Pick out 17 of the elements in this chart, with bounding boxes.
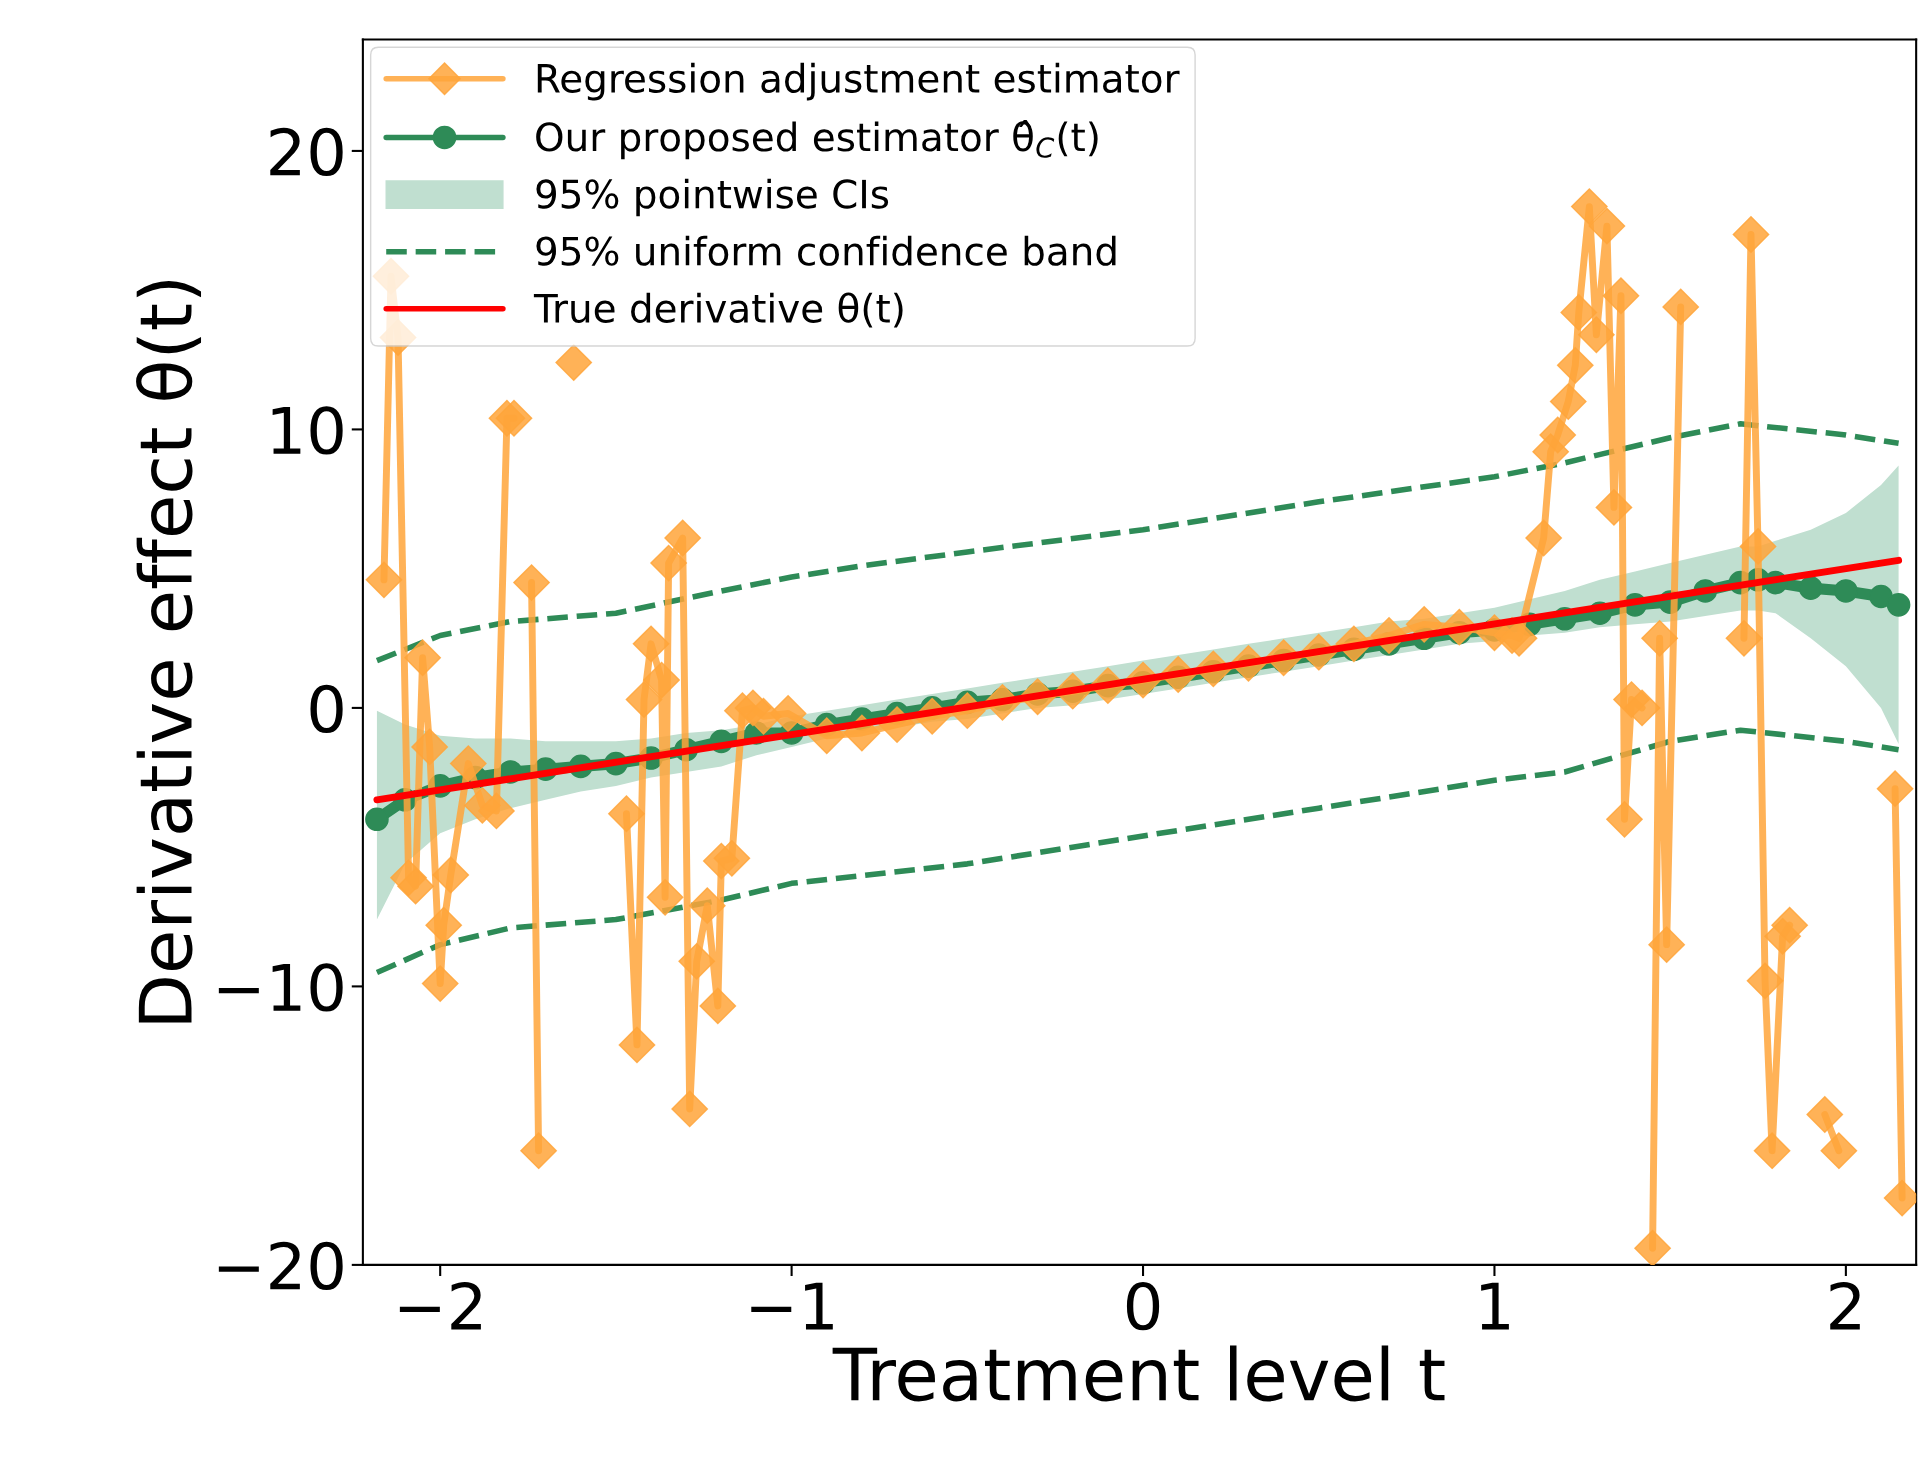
x-tick-label: 2 [1830,1282,1860,1330]
y-tick-label: −20 [218,1241,343,1291]
y-tick-label: 20 [270,127,343,177]
legend-label: Regression adjustment estimator [537,62,1180,101]
x-tick-label: 1 [1481,1282,1509,1330]
x-tick-label: 0 [1126,1282,1160,1331]
legend-label: 95% pointwise CIs [536,178,889,217]
legend-label: Our proposed estimator θ̂$_{C}$(t) [536,119,1098,160]
legend-label: True derivative θ(t) [533,292,903,328]
y-tick-label: 0 [310,684,343,734]
x-tick-label: −1 [751,1282,833,1330]
y-tick-label: −10 [218,963,343,1012]
x-axis-title: Treatment level t [832,1345,1445,1402]
y-axis-title: Derivative effect θ(t) [136,280,202,1023]
x-tick-label: −2 [399,1282,481,1330]
y-tick-label: 10 [272,406,343,455]
legend-label: 95% uniform confidence band [536,235,1116,266]
